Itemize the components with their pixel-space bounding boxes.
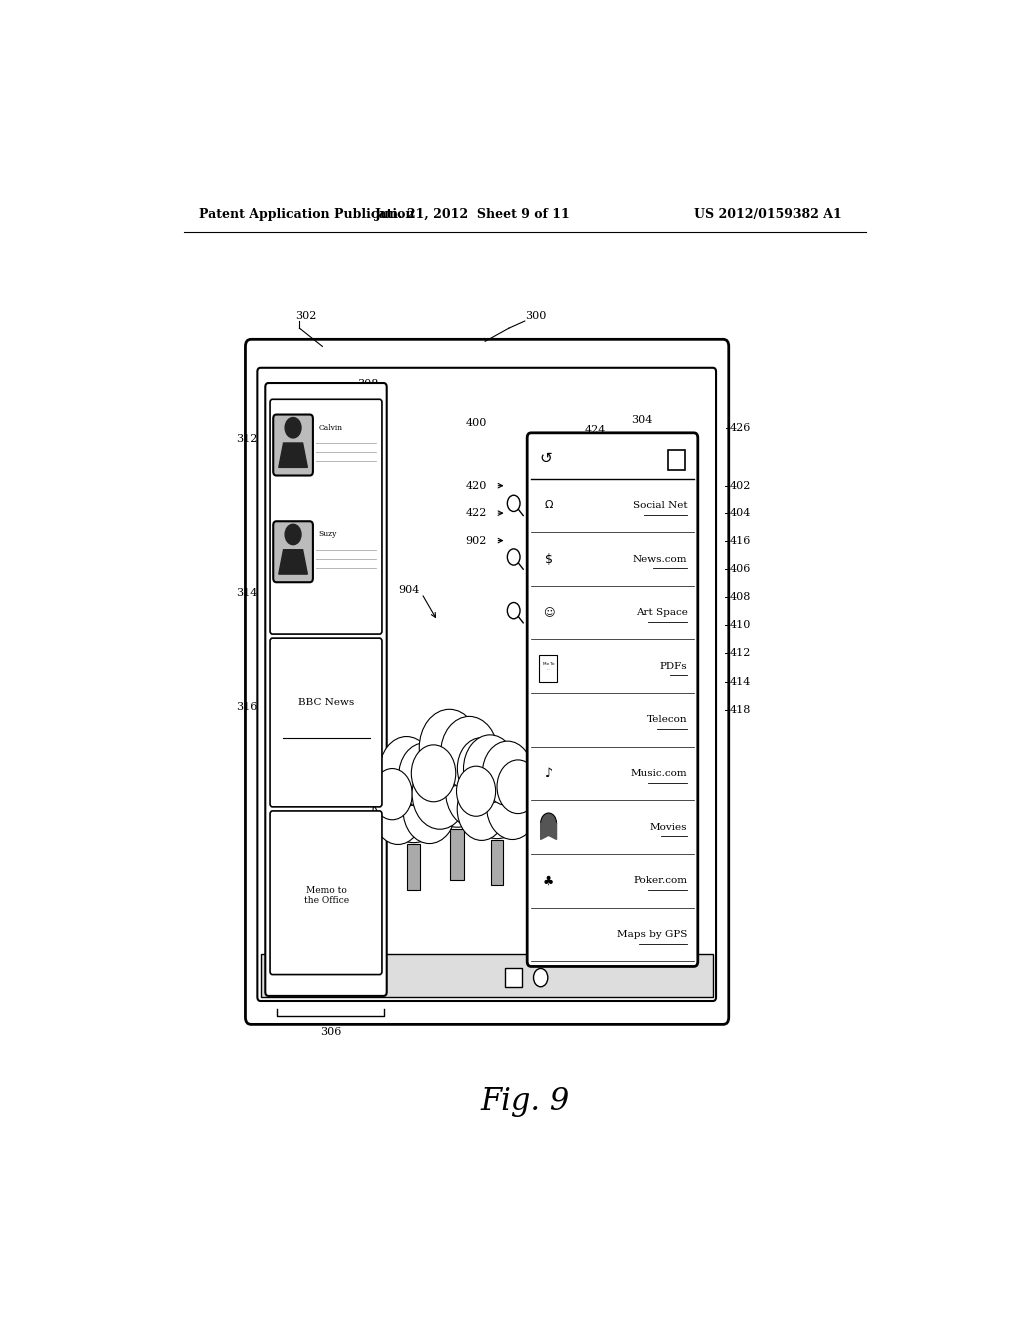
Circle shape (464, 735, 516, 803)
Text: 410: 410 (729, 620, 751, 630)
Text: 414: 414 (729, 677, 751, 686)
Text: Fig. 9: Fig. 9 (480, 1086, 569, 1117)
Text: $: $ (545, 553, 553, 565)
Text: 300: 300 (524, 312, 546, 321)
Text: Music.com: Music.com (631, 770, 687, 777)
FancyBboxPatch shape (246, 339, 729, 1024)
Text: 412: 412 (729, 648, 751, 659)
Polygon shape (279, 444, 307, 467)
Text: 408: 408 (729, 593, 751, 602)
Circle shape (486, 774, 539, 840)
Circle shape (457, 766, 496, 816)
Circle shape (458, 738, 505, 799)
FancyBboxPatch shape (273, 414, 313, 475)
Bar (490, 841, 504, 886)
Circle shape (464, 752, 530, 838)
Bar (668, 450, 685, 470)
Text: Ω: Ω (545, 500, 553, 511)
Circle shape (373, 768, 413, 820)
Bar (539, 655, 557, 681)
Circle shape (419, 709, 479, 787)
Text: 418: 418 (729, 705, 751, 715)
Text: Movies: Movies (650, 822, 687, 832)
FancyBboxPatch shape (265, 383, 387, 995)
FancyBboxPatch shape (270, 399, 382, 634)
Text: 310: 310 (357, 548, 378, 558)
Circle shape (380, 755, 447, 842)
Circle shape (419, 730, 496, 828)
Circle shape (507, 549, 520, 565)
Text: 424: 424 (585, 425, 605, 434)
FancyBboxPatch shape (257, 368, 716, 1001)
Circle shape (412, 744, 456, 801)
FancyBboxPatch shape (273, 521, 313, 582)
Text: 304: 304 (632, 414, 653, 425)
FancyBboxPatch shape (270, 638, 382, 807)
Text: 400: 400 (465, 417, 486, 428)
Polygon shape (279, 549, 307, 574)
Text: Telecon: Telecon (647, 715, 687, 725)
Text: 404: 404 (729, 508, 751, 519)
Text: 416: 416 (729, 536, 751, 545)
Circle shape (458, 777, 506, 841)
Circle shape (497, 760, 539, 813)
Text: Memo to
the Office: Memo to the Office (304, 886, 349, 906)
Text: 420: 420 (465, 480, 486, 491)
Text: ♪: ♪ (545, 767, 553, 780)
Text: Suzy: Suzy (318, 531, 337, 539)
Circle shape (534, 969, 548, 987)
Circle shape (507, 602, 520, 619)
Text: 426: 426 (729, 422, 751, 433)
Circle shape (373, 780, 423, 845)
Text: Calvin: Calvin (318, 424, 343, 432)
Text: 904: 904 (398, 585, 420, 595)
Text: Poker.com: Poker.com (634, 876, 687, 886)
Text: ♣: ♣ (543, 874, 554, 887)
Text: 308: 308 (357, 379, 378, 389)
Circle shape (285, 524, 301, 545)
Text: ☺: ☺ (543, 607, 554, 618)
Text: 316: 316 (236, 702, 257, 713)
Text: ↺: ↺ (539, 450, 552, 466)
Circle shape (440, 717, 498, 789)
Text: 406: 406 (729, 564, 751, 574)
Bar (408, 845, 420, 890)
Circle shape (482, 741, 532, 805)
Text: 306: 306 (319, 1027, 341, 1038)
Text: 312: 312 (236, 434, 257, 444)
Text: PDFs: PDFs (659, 661, 687, 671)
Text: Jun. 21, 2012  Sheet 9 of 11: Jun. 21, 2012 Sheet 9 of 11 (376, 207, 571, 220)
Text: 402: 402 (729, 480, 751, 491)
Text: US 2012/0159382 A1: US 2012/0159382 A1 (694, 207, 842, 220)
Text: 302: 302 (295, 312, 316, 321)
Bar (505, 969, 522, 987)
Circle shape (541, 813, 557, 833)
Text: 314: 314 (236, 589, 257, 598)
Text: BBC News: BBC News (298, 698, 354, 706)
Circle shape (412, 758, 468, 829)
Polygon shape (541, 824, 557, 840)
Text: 906: 906 (357, 682, 378, 692)
Circle shape (380, 737, 434, 807)
Circle shape (285, 417, 301, 438)
Text: Social Net: Social Net (633, 500, 687, 510)
Text: Patent Application Publication: Patent Application Publication (200, 207, 415, 220)
FancyBboxPatch shape (527, 433, 697, 966)
Text: Maps by GPS: Maps by GPS (617, 931, 687, 939)
Text: 422: 422 (465, 508, 486, 519)
Text: Art Space: Art Space (636, 609, 687, 618)
Circle shape (414, 762, 457, 817)
FancyBboxPatch shape (270, 810, 382, 974)
Bar (260, 954, 713, 997)
Text: 902: 902 (465, 536, 486, 545)
Bar (451, 829, 465, 880)
Text: Mo To
...: Mo To ... (543, 663, 554, 671)
Circle shape (403, 776, 456, 843)
Circle shape (445, 752, 504, 828)
Circle shape (507, 495, 520, 511)
Circle shape (398, 743, 451, 809)
Text: News.com: News.com (633, 554, 687, 564)
